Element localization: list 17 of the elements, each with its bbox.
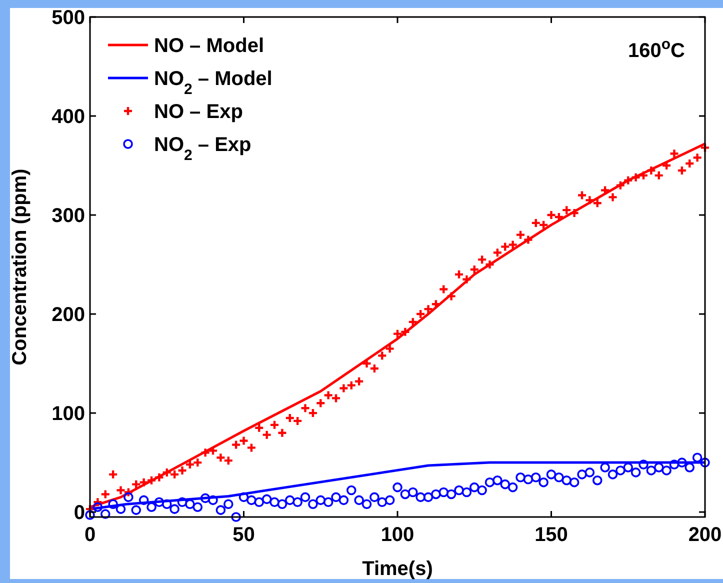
y-tick-label: 100: [52, 403, 85, 426]
y-tick-label: 400: [52, 106, 85, 128]
y-tick-label: 500: [52, 7, 85, 29]
legend-label: NO – Exp: [154, 101, 243, 123]
x-tick-label: 150: [534, 524, 568, 546]
legend-label: NO – Model: [154, 35, 264, 57]
y-tick-label: 0: [74, 502, 85, 524]
x-tick-label: 100: [380, 524, 414, 546]
x-axis-title: Time(s): [362, 558, 433, 580]
legend-label: NO$_{2}$ – Model: [154, 68, 272, 98]
annotation: 160$^{o}$C: [628, 36, 685, 62]
x-tick-label: 50: [232, 524, 255, 546]
y-tick-label: 200: [52, 304, 85, 326]
y-axis-title: Concentration (ppm): [9, 168, 31, 366]
y-tick-label: 300: [52, 205, 85, 228]
x-tick-label: 200: [688, 524, 722, 546]
legend-label: NO$_{2}$ – Exp: [154, 134, 252, 164]
